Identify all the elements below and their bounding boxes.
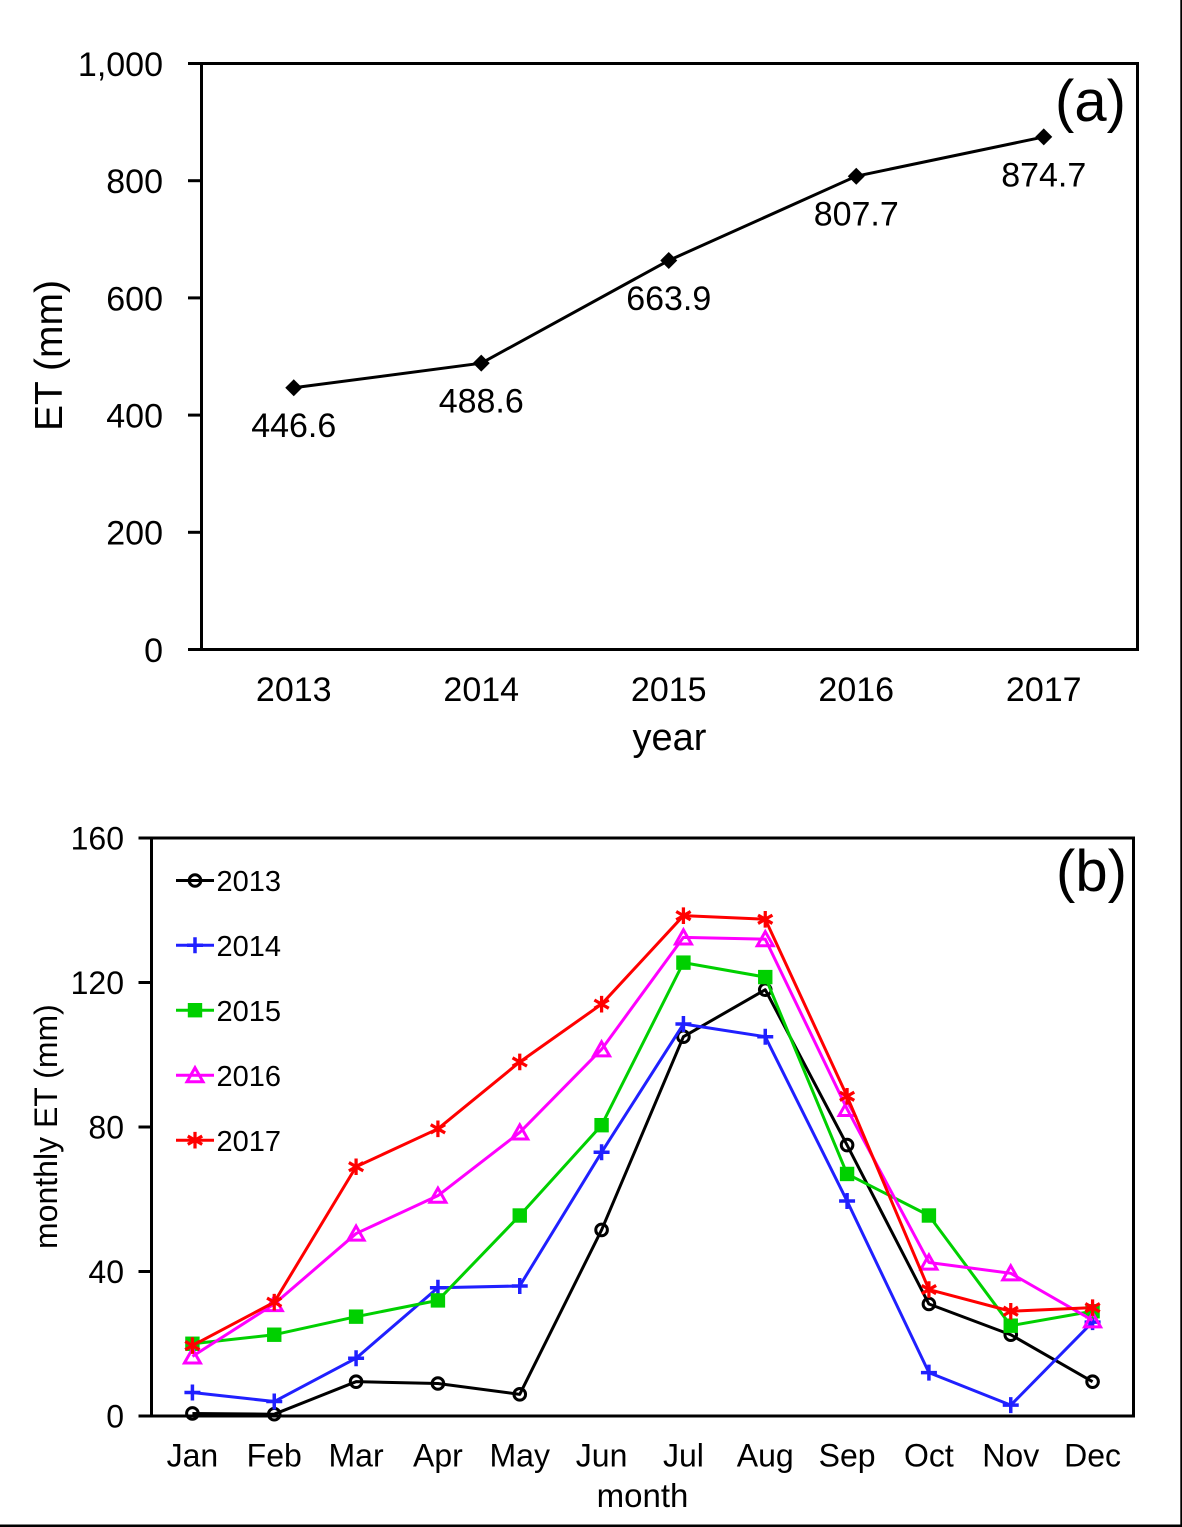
svg-text:Nov: Nov [982, 1438, 1039, 1474]
svg-text:80: 80 [88, 1110, 124, 1146]
svg-text:807.7: 807.7 [814, 196, 899, 234]
svg-text:40: 40 [88, 1254, 124, 1290]
svg-text:Apr: Apr [413, 1438, 463, 1474]
svg-text:0: 0 [144, 632, 163, 670]
svg-text:663.9: 663.9 [626, 280, 711, 318]
svg-text:800: 800 [106, 163, 163, 201]
svg-text:120: 120 [71, 965, 124, 1001]
svg-text:200: 200 [106, 515, 163, 553]
svg-text:Dec: Dec [1064, 1438, 1121, 1474]
svg-text:2013: 2013 [217, 866, 282, 898]
svg-text:Jan: Jan [167, 1438, 219, 1474]
svg-text:2015: 2015 [631, 671, 707, 709]
svg-text:2014: 2014 [443, 671, 519, 709]
svg-text:monthly ET (mm): monthly ET (mm) [28, 1004, 64, 1249]
svg-text:Jul: Jul [663, 1438, 704, 1474]
svg-text:month: month [597, 1477, 689, 1514]
svg-text:2015: 2015 [217, 996, 282, 1028]
svg-text:Oct: Oct [904, 1438, 954, 1474]
svg-text:488.6: 488.6 [439, 383, 524, 421]
svg-text:600: 600 [106, 280, 163, 318]
svg-text:Jun: Jun [576, 1438, 628, 1474]
svg-text:2014: 2014 [217, 931, 282, 963]
svg-text:874.7: 874.7 [1001, 156, 1086, 194]
svg-text:0: 0 [106, 1399, 124, 1435]
svg-text:2017: 2017 [1006, 671, 1082, 709]
svg-text:400: 400 [106, 398, 163, 436]
svg-text:(a): (a) [1055, 69, 1126, 134]
svg-text:Feb: Feb [247, 1438, 302, 1474]
svg-text:2016: 2016 [818, 671, 894, 709]
svg-text:ET (mm): ET (mm) [28, 280, 71, 431]
svg-text:160: 160 [71, 821, 124, 857]
svg-text:446.6: 446.6 [251, 407, 336, 445]
svg-text:2013: 2013 [256, 671, 332, 709]
svg-text:(b): (b) [1056, 839, 1127, 904]
svg-text:year: year [633, 717, 707, 759]
svg-text:2016: 2016 [217, 1061, 282, 1093]
svg-text:Sep: Sep [819, 1438, 876, 1474]
svg-text:May: May [490, 1438, 550, 1474]
svg-text:Mar: Mar [329, 1438, 384, 1474]
svg-text:Aug: Aug [737, 1438, 794, 1474]
svg-text:2017: 2017 [217, 1126, 282, 1158]
svg-text:1,000: 1,000 [78, 46, 163, 84]
